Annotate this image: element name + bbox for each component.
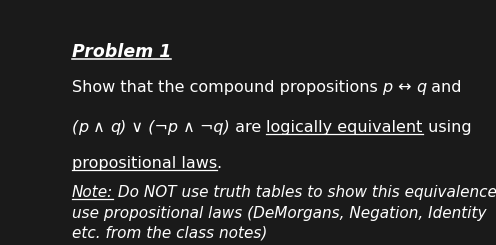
Text: Show that the compound propositions: Show that the compound propositions (71, 80, 382, 95)
Text: ↔: ↔ (393, 80, 416, 95)
Text: logically equivalent: logically equivalent (266, 120, 423, 135)
Text: etc. from the class notes): etc. from the class notes) (71, 226, 267, 241)
Text: and: and (427, 80, 462, 95)
Text: ) ∨ (¬p ∧ ¬q): ) ∨ (¬p ∧ ¬q) (120, 120, 230, 135)
Text: .: . (217, 156, 222, 171)
Text: (: ( (71, 120, 78, 135)
Text: p: p (78, 120, 88, 135)
Text: Do NOT use truth tables to show this equivalence;: Do NOT use truth tables to show this equ… (113, 185, 496, 200)
Text: propositional laws: propositional laws (71, 156, 217, 171)
Text: q: q (110, 120, 120, 135)
Text: Note:: Note: (71, 185, 113, 200)
Text: are: are (230, 120, 266, 135)
Text: Problem 1: Problem 1 (71, 43, 171, 61)
Text: use propositional laws (DeMorgans, Negation, Identity: use propositional laws (DeMorgans, Negat… (71, 206, 486, 221)
Text: ∧: ∧ (88, 120, 110, 135)
Text: q: q (416, 80, 427, 95)
Text: p: p (382, 80, 393, 95)
Text: using: using (423, 120, 471, 135)
